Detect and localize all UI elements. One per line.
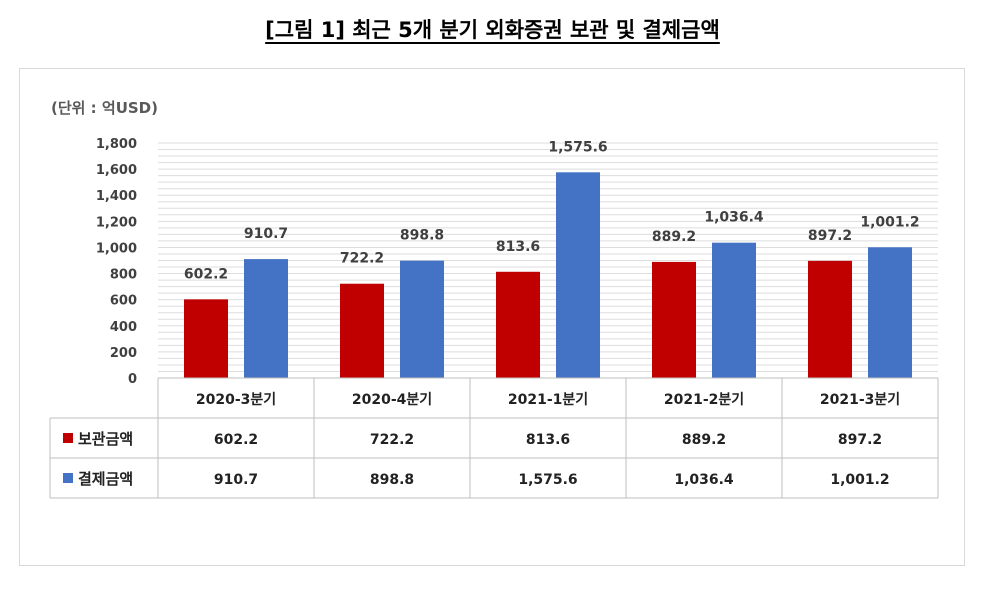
y-tick-label: 0 bbox=[128, 372, 137, 387]
bar bbox=[400, 260, 444, 378]
table-cell: 910.7 bbox=[214, 472, 258, 488]
data-label: 602.2 bbox=[184, 266, 228, 282]
unit-label: (단위 : 억USD) bbox=[51, 99, 158, 117]
data-label: 1,001.2 bbox=[860, 214, 919, 230]
legend-swatch bbox=[63, 433, 73, 443]
bar bbox=[556, 172, 600, 378]
data-label: 1,575.6 bbox=[548, 139, 607, 155]
table-cell: 889.2 bbox=[682, 432, 726, 448]
table-cell: 1,575.6 bbox=[518, 472, 577, 488]
table-cell: 1,036.4 bbox=[674, 472, 734, 488]
y-tick-label: 200 bbox=[110, 346, 137, 361]
data-label: 1,036.4 bbox=[704, 210, 764, 226]
category-label: 2020-4분기 bbox=[352, 392, 432, 408]
bar bbox=[184, 299, 228, 378]
bar bbox=[340, 283, 384, 378]
y-tick-label: 1,600 bbox=[96, 163, 137, 178]
legend-label: 결제금액 bbox=[78, 470, 133, 488]
category-label: 2021-1분기 bbox=[508, 392, 588, 408]
y-tick-label: 600 bbox=[110, 294, 137, 309]
chart-title: [그림 1] 최근 5개 분기 외화증권 보관 및 결제금액 bbox=[265, 18, 720, 42]
category-label: 2020-3분기 bbox=[196, 392, 276, 408]
bar bbox=[712, 242, 756, 378]
category-label: 2021-3분기 bbox=[820, 392, 900, 408]
table-cell: 722.2 bbox=[370, 432, 414, 448]
category-label: 2021-2분기 bbox=[664, 392, 744, 408]
y-tick-label: 400 bbox=[110, 320, 137, 335]
y-tick-label: 1,200 bbox=[96, 215, 137, 230]
data-label: 722.2 bbox=[340, 251, 384, 267]
bar bbox=[652, 261, 696, 378]
table-cell: 602.2 bbox=[214, 432, 258, 448]
chart-title-wrapper: [그림 1] 최근 5개 분기 외화증권 보관 및 결제금액 bbox=[0, 14, 985, 44]
y-tick-label: 1,000 bbox=[96, 241, 137, 256]
legend-swatch bbox=[63, 473, 73, 483]
y-tick-label: 1,800 bbox=[96, 137, 137, 152]
legend-label: 보관금액 bbox=[78, 430, 133, 448]
data-label: 813.6 bbox=[496, 239, 540, 255]
table-cell: 897.2 bbox=[838, 432, 882, 448]
bar bbox=[808, 260, 852, 378]
bar bbox=[868, 247, 912, 378]
y-tick-label: 800 bbox=[110, 268, 137, 283]
data-label: 898.8 bbox=[400, 228, 444, 244]
table-cell: 898.8 bbox=[370, 472, 414, 488]
bar bbox=[496, 271, 540, 378]
table-cell: 1,001.2 bbox=[830, 472, 889, 488]
table-cell: 813.6 bbox=[526, 432, 570, 448]
y-tick-label: 1,400 bbox=[96, 189, 137, 204]
data-label: 897.2 bbox=[808, 228, 852, 244]
data-label: 889.2 bbox=[652, 229, 696, 245]
chart-panel bbox=[19, 68, 965, 566]
data-label: 910.7 bbox=[244, 226, 288, 242]
bar bbox=[244, 259, 288, 378]
